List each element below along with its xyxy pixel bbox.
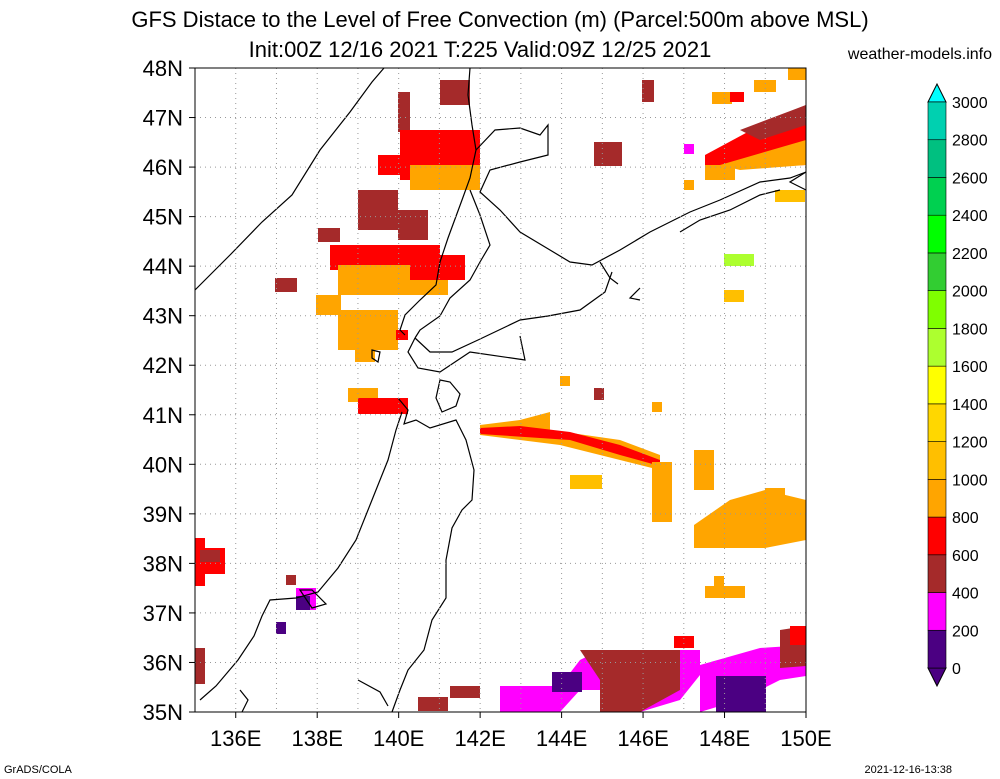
colorbar-label: 200 xyxy=(952,623,979,640)
lat-label: 48N xyxy=(143,56,183,81)
colorbar-label: 400 xyxy=(952,586,979,603)
colorbar-swatch xyxy=(927,252,947,291)
lat-label: 40N xyxy=(143,452,183,477)
colorbar-label: 1200 xyxy=(952,435,988,452)
footer-timestamp: 2021-12-16-13:38 xyxy=(864,764,952,776)
colorbar-swatch xyxy=(927,441,947,480)
colorbar-label: 2200 xyxy=(952,246,988,263)
lon-label: 146E xyxy=(617,726,668,751)
lon-label: 140E xyxy=(373,726,424,751)
colorbar-top-arrow xyxy=(927,82,947,103)
latitude-labels: 35N 36N 37N 38N 39N 40N 41N 42N 43N 44N 45N 46N 47N 4… xyxy=(143,56,195,725)
colorbar-swatch xyxy=(927,177,947,216)
lat-label: 45N xyxy=(143,205,183,230)
colorbar-label: 1000 xyxy=(952,472,988,489)
lon-label: 150E xyxy=(780,726,831,751)
colorbar-swatch xyxy=(927,554,947,593)
field-patches-south xyxy=(195,538,806,712)
title-line-1: GFS Distace to the Level of Free Convect… xyxy=(131,7,869,32)
lfc-distance-field xyxy=(195,68,806,712)
colorbar-label: 600 xyxy=(952,548,979,565)
lat-label: 43N xyxy=(143,304,183,329)
lat-label: 42N xyxy=(143,353,183,378)
colorbar-swatch xyxy=(927,328,947,367)
colorbar: 0 200 400 600 800 1000 1200 1400 1600 1800 2000 220… xyxy=(927,82,988,688)
colorbar-swatch xyxy=(927,479,947,518)
colorbar-label: 1800 xyxy=(952,321,988,338)
lat-label: 44N xyxy=(143,254,183,279)
longitude-labels: 136E 138E 140E 142E 144E 146E 148E 150E xyxy=(210,712,832,751)
lat-label: 35N xyxy=(143,700,183,725)
colorbar-label: 2000 xyxy=(952,284,988,301)
colorbar-swatch xyxy=(927,629,947,669)
footer-software: GrADS/COLA xyxy=(4,764,72,776)
lat-label: 41N xyxy=(143,403,183,428)
coastlines xyxy=(194,67,807,713)
colorbar-swatch xyxy=(927,592,947,631)
colorbar-swatch xyxy=(927,290,947,329)
lon-label: 138E xyxy=(292,726,343,751)
colorbar-swatch xyxy=(927,139,947,178)
lon-label: 142E xyxy=(454,726,505,751)
lat-lon-grid xyxy=(195,68,806,712)
colorbar-label: 800 xyxy=(952,510,979,527)
colorbar-swatch xyxy=(927,516,947,556)
lat-label: 46N xyxy=(143,155,183,180)
lat-label: 39N xyxy=(143,502,183,527)
colorbar-label: 0 xyxy=(952,661,961,678)
title-line-2: Init:00Z 12/16 2021 T:225 Valid:09Z 12/2… xyxy=(248,37,712,62)
colorbar-swatch xyxy=(927,101,947,141)
lon-label: 144E xyxy=(536,726,587,751)
field-patches-central xyxy=(480,412,806,598)
lat-label: 38N xyxy=(143,551,183,576)
colorbar-label: 3000 xyxy=(952,95,988,112)
colorbar-label: 2400 xyxy=(952,208,988,225)
colorbar-label: 2800 xyxy=(952,133,988,150)
lat-label: 36N xyxy=(143,650,183,675)
map-frame xyxy=(194,67,807,713)
site-credit: weather-models.info xyxy=(847,46,992,63)
lat-label: 37N xyxy=(143,601,183,626)
field-patches-north xyxy=(275,80,480,414)
colorbar-label: 1600 xyxy=(952,359,988,376)
colorbar-bottom-arrow xyxy=(927,667,947,688)
lon-label: 148E xyxy=(699,726,750,751)
colorbar-swatch xyxy=(927,214,947,254)
colorbar-swatch xyxy=(927,365,947,405)
colorbar-label: 2600 xyxy=(952,170,988,187)
colorbar-swatch xyxy=(927,403,947,442)
lon-label: 136E xyxy=(210,726,261,751)
lat-label: 47N xyxy=(143,106,183,131)
field-patches-east xyxy=(560,68,806,412)
colorbar-label: 1400 xyxy=(952,397,988,414)
